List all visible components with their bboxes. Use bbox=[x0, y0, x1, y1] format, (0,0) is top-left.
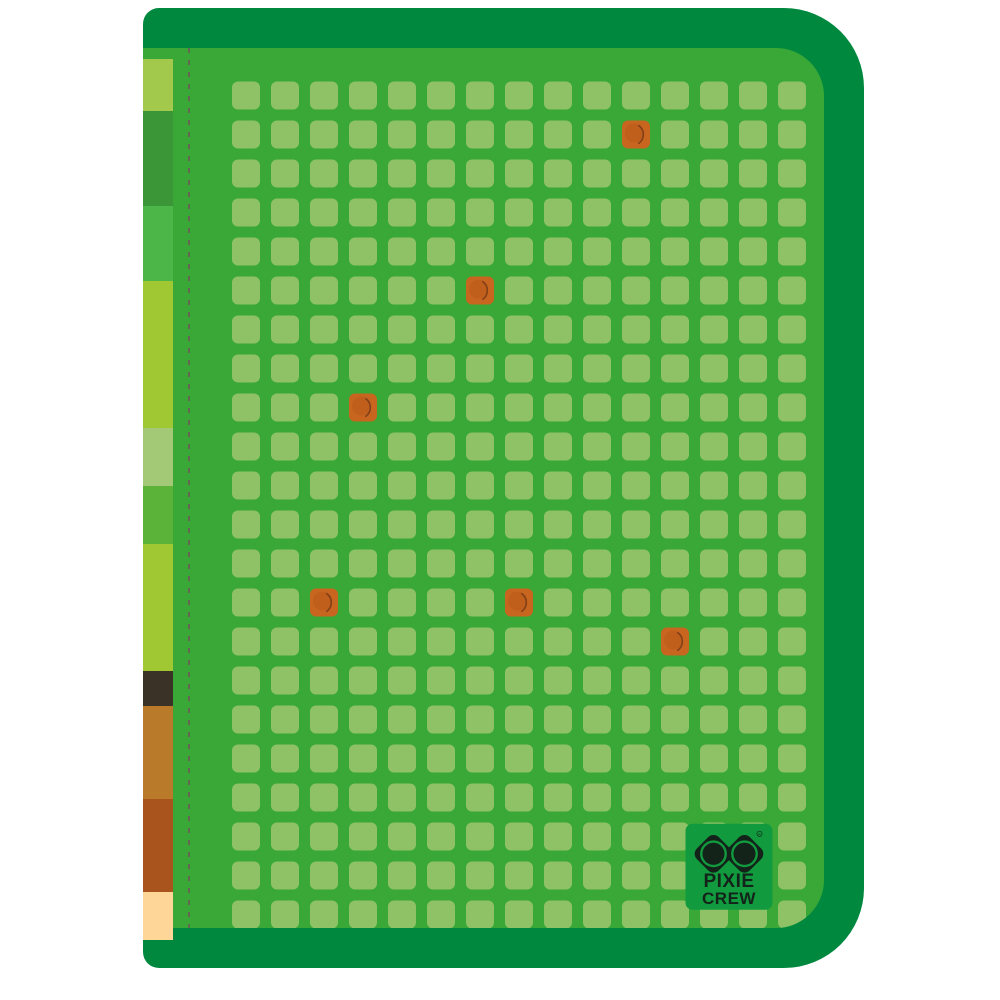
svg-text:CREW: CREW bbox=[702, 889, 756, 908]
